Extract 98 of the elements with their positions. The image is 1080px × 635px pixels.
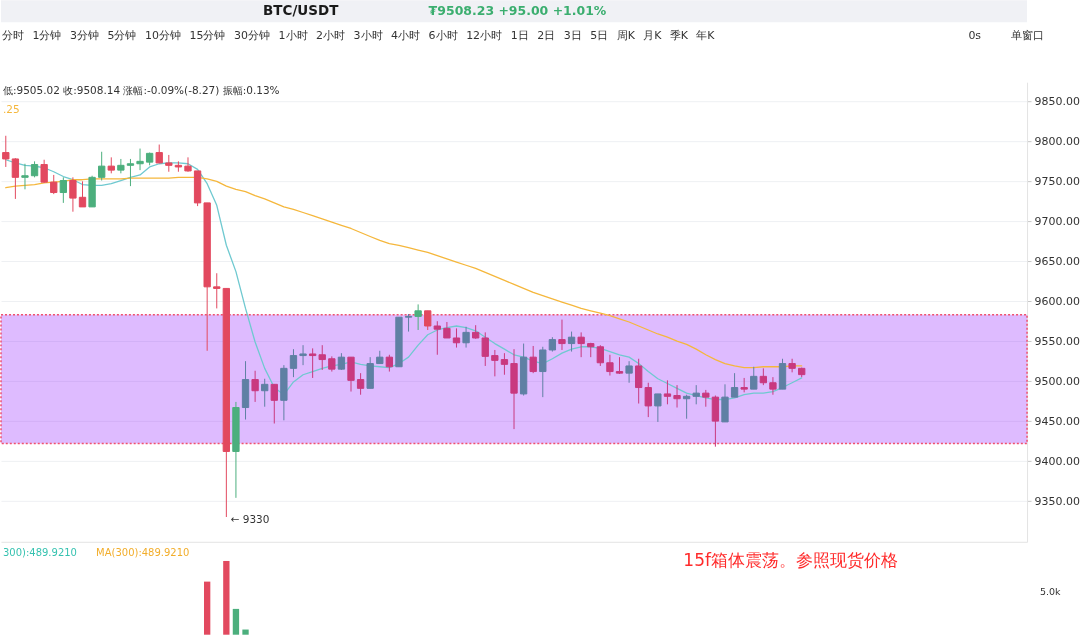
candlestick bbox=[289, 348, 298, 378]
y-tick-label: 9650.00 bbox=[1034, 254, 1080, 268]
candlestick bbox=[577, 331, 585, 358]
text: MA(300):489.9210 bbox=[96, 546, 190, 558]
y-tick-label: 9700.00 bbox=[1034, 214, 1080, 228]
text: 4小时 bbox=[391, 29, 421, 43]
candlestick bbox=[663, 379, 672, 405]
y-tick-label: 9550.00 bbox=[1034, 334, 1080, 348]
candlestick bbox=[50, 174, 58, 195]
text: 5分钟 bbox=[107, 29, 137, 43]
text: 5.0k bbox=[1040, 585, 1062, 597]
text: 年K bbox=[696, 29, 716, 43]
y-tick-label: 9450.00 bbox=[1034, 414, 1080, 428]
chart-subtitle: ₮9508.23 +95.00 +1.01% bbox=[428, 3, 607, 19]
candlestick bbox=[308, 347, 317, 379]
candlestick bbox=[126, 158, 135, 187]
text: 10分钟 bbox=[144, 29, 181, 43]
candlestick bbox=[452, 327, 461, 349]
candlestick bbox=[424, 310, 432, 331]
text: 300):489.9210 bbox=[3, 546, 77, 558]
candlestick bbox=[155, 144, 163, 164]
text: 5日 bbox=[590, 29, 609, 43]
candlestick bbox=[769, 376, 777, 396]
text: 2日 bbox=[537, 29, 556, 43]
text: 2小时 bbox=[316, 29, 346, 43]
candlestick bbox=[491, 349, 499, 377]
bar bbox=[232, 608, 240, 635]
text: 单窗口 bbox=[1011, 29, 1045, 43]
candlestick bbox=[213, 272, 221, 309]
candlestick bbox=[730, 372, 739, 398]
candlestick bbox=[184, 156, 192, 173]
candlestick bbox=[136, 148, 144, 171]
candlestick bbox=[318, 344, 326, 371]
candlestick bbox=[529, 345, 537, 374]
y-tick-label: 9500.00 bbox=[1034, 374, 1080, 388]
candlestick bbox=[261, 378, 269, 408]
candlestick bbox=[299, 344, 307, 366]
candlestick bbox=[481, 331, 489, 367]
candlestick bbox=[606, 354, 614, 377]
bar bbox=[204, 581, 211, 635]
y-tick-label: 9750.00 bbox=[1034, 174, 1080, 188]
text: 3分钟 bbox=[69, 29, 99, 43]
candlestick bbox=[251, 370, 259, 403]
text: 3日 bbox=[563, 29, 582, 43]
candlestick bbox=[673, 384, 681, 409]
text: 1日 bbox=[510, 29, 529, 43]
candlestick bbox=[711, 395, 720, 448]
candlestick bbox=[356, 372, 365, 396]
candlestick bbox=[98, 151, 106, 182]
text: 1小时 bbox=[278, 29, 308, 43]
annotation: ← 9330 bbox=[230, 513, 270, 526]
candlestick bbox=[21, 163, 29, 190]
candlestick bbox=[117, 158, 125, 174]
text: 15分钟 bbox=[189, 29, 226, 43]
text: 30分钟 bbox=[234, 29, 271, 43]
bar bbox=[242, 629, 249, 635]
candlestick bbox=[596, 344, 604, 367]
candlestick bbox=[59, 176, 67, 204]
candlestick bbox=[433, 320, 441, 356]
chart-title: BTC/USDT bbox=[263, 2, 340, 19]
text: 12小时 bbox=[466, 29, 503, 43]
y-tick-label: 9850.00 bbox=[1034, 94, 1080, 108]
candlestick bbox=[625, 360, 633, 384]
text: 月K bbox=[643, 29, 663, 43]
annotation: 低:9505.02 收:9508.14 涨幅:-0.09%(-8.27) 振幅:0.13% bbox=[3, 84, 280, 97]
candlestick bbox=[270, 383, 278, 424]
candlestick bbox=[750, 366, 758, 390]
candlestick bbox=[500, 352, 509, 376]
candlestick bbox=[788, 358, 796, 373]
y-tick-label: 9800.00 bbox=[1034, 134, 1080, 148]
candlestick bbox=[539, 346, 547, 398]
text: 周K bbox=[616, 29, 636, 43]
candlestick bbox=[414, 303, 422, 331]
text: 0s bbox=[968, 29, 982, 43]
text: 3小时 bbox=[353, 29, 383, 43]
candlestick bbox=[69, 176, 77, 213]
candlestick bbox=[654, 393, 662, 423]
text: 6小时 bbox=[428, 29, 458, 43]
candlestick bbox=[567, 331, 576, 353]
annotation: .25 bbox=[3, 103, 20, 116]
text: 1分钟 bbox=[32, 29, 62, 43]
annotation: 15f箱体震荡。参照现货价格 bbox=[683, 549, 898, 570]
candlestick bbox=[644, 382, 652, 418]
candlestick bbox=[40, 159, 48, 184]
candlestick bbox=[2, 135, 10, 168]
y-tick-label: 9400.00 bbox=[1034, 454, 1080, 468]
candlestick bbox=[11, 157, 20, 200]
candlestick bbox=[635, 358, 643, 405]
candlestick bbox=[692, 384, 700, 405]
candlestick bbox=[558, 319, 566, 351]
text: 分时 bbox=[2, 29, 24, 43]
bar bbox=[223, 560, 230, 635]
text: 季K bbox=[669, 29, 689, 43]
y-tick-label: 9600.00 bbox=[1034, 294, 1080, 308]
candlestick bbox=[78, 180, 87, 208]
candlestick bbox=[347, 356, 355, 393]
y-tick-label: 9350.00 bbox=[1034, 494, 1080, 508]
candlestick bbox=[462, 326, 470, 349]
